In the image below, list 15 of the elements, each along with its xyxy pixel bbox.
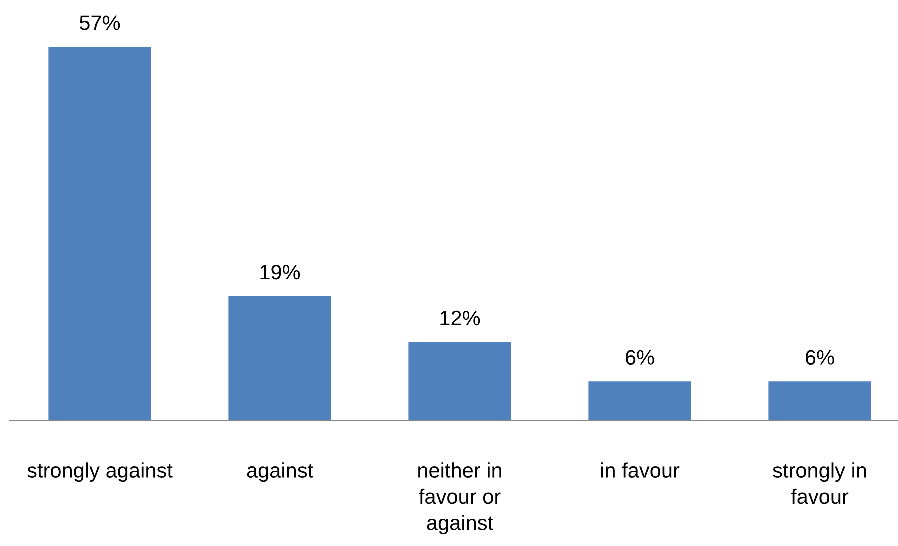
x-tick-label: against: [247, 462, 314, 482]
x-tick-label: in favour: [601, 462, 680, 478]
data-label: 57%: [80, 16, 120, 30]
bar: [48, 47, 152, 421]
x-tick-label: neither in favour or against: [418, 462, 502, 535]
bar: [408, 342, 512, 421]
data-label: 12%: [440, 310, 480, 326]
data-label: 6%: [626, 350, 654, 366]
bar: [588, 382, 692, 421]
x-tick-label: strongly against: [28, 462, 173, 482]
data-label: 19%: [260, 264, 300, 280]
data-label: 6%: [806, 350, 834, 366]
bar: [228, 296, 332, 421]
bar: [768, 382, 872, 421]
x-tick-label: strongly in favour: [773, 462, 866, 504]
